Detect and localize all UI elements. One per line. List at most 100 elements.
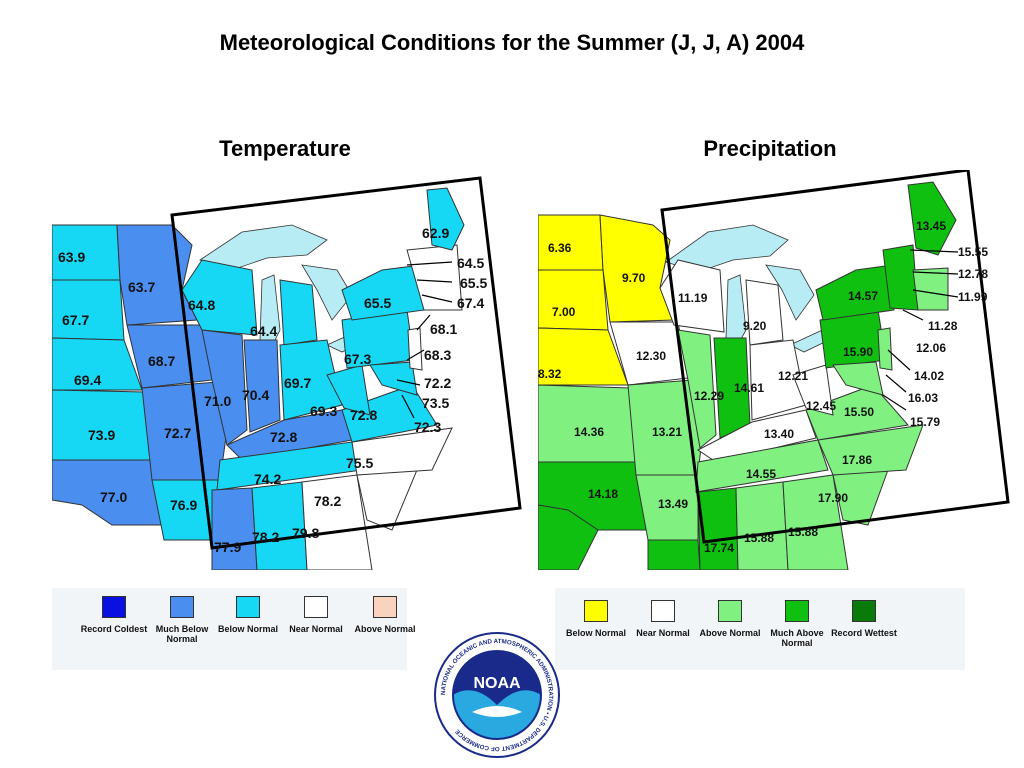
- temperature-values: 63.9 63.7 67.7 64.8 64.4 62.9 64.5 65.5 …: [58, 225, 487, 555]
- state-louisiana: [647, 539, 701, 570]
- temp-value: 72.8: [350, 407, 377, 423]
- legend-label: Near Normal: [636, 628, 690, 638]
- precip-value: 12.78: [958, 267, 988, 281]
- precip-value: 14.02: [914, 369, 944, 383]
- temp-value: 73.9: [88, 427, 115, 443]
- temp-value: 67.4: [457, 295, 484, 311]
- precip-value: 13.21: [652, 425, 682, 439]
- state-kansas: [538, 384, 637, 463]
- temp-value: 68.7: [148, 353, 175, 369]
- precip-value: 12.45: [806, 399, 836, 413]
- precip-value: 14.61: [734, 381, 764, 395]
- noaa-logo-text: NOAA: [473, 675, 521, 692]
- legend-label: Record Coldest: [80, 624, 148, 634]
- precip-value: 15.90: [843, 345, 873, 359]
- legend-swatch: [852, 600, 876, 622]
- temp-value: 79.8: [292, 525, 319, 541]
- temp-value: 71.0: [204, 393, 231, 409]
- state-kansas: [52, 389, 151, 461]
- focus-region-box: [170, 176, 522, 550]
- legend-item: Record Wettest: [829, 600, 899, 638]
- state-michigan: [279, 279, 318, 346]
- state-virginia: [805, 384, 909, 441]
- state-new-jersey: [877, 327, 893, 371]
- temp-value: 74.2: [254, 471, 281, 487]
- precip-value: 14.18: [588, 487, 618, 501]
- precip-value: 15.55: [958, 245, 988, 259]
- legend-item: Below Normal: [213, 596, 283, 634]
- legend-swatch: [170, 596, 194, 618]
- temp-value: 70.4: [242, 387, 269, 403]
- legend-label: Near Normal: [289, 624, 343, 634]
- temp-value: 69.4: [74, 372, 101, 388]
- temp-value: 69.7: [284, 375, 311, 391]
- precipitation-values: 6.36 9.70 7.00 11.19 9.20 13.45 15.55 12…: [538, 219, 988, 555]
- temp-value: 63.7: [128, 279, 155, 295]
- temp-value: 77.0: [100, 489, 127, 505]
- state-illinois: [201, 329, 248, 446]
- state-wisconsin: [181, 259, 258, 336]
- precip-value: 12.21: [778, 369, 808, 383]
- state-south-dakota: [538, 269, 609, 331]
- temp-value: 68.1: [430, 321, 457, 337]
- precip-value: 7.00: [552, 305, 576, 319]
- precip-value: 17.86: [842, 453, 872, 467]
- state-maine: [907, 181, 957, 256]
- precip-value: 17.74: [704, 541, 734, 555]
- precip-value: 15.88: [744, 531, 774, 545]
- focus-region-box: [660, 170, 1010, 544]
- precipitation-map-title: Precipitation: [703, 136, 837, 161]
- legend-item: Record Coldest: [79, 596, 149, 634]
- precip-value: 6.36: [548, 241, 572, 255]
- precip-value: 8.32: [538, 367, 562, 381]
- legend-label: Record Wettest: [831, 628, 897, 638]
- temp-value: 69.3: [310, 403, 337, 419]
- temp-value: 67.7: [62, 312, 89, 328]
- lake-huron: [301, 264, 353, 321]
- legend-label: Much Below Normal: [155, 624, 209, 644]
- state-massachusetts: [912, 267, 949, 311]
- precipitation-map: 6.36 9.70 7.00 11.19 9.20 13.45 15.55 12…: [538, 170, 1018, 570]
- temp-value: 63.9: [58, 249, 85, 265]
- temp-value: 62.9: [422, 225, 449, 241]
- precip-value: 12.29: [694, 389, 724, 403]
- state-mississippi: [211, 487, 258, 570]
- leader-lines: [396, 261, 453, 419]
- legend-swatch: [584, 600, 608, 622]
- precip-value: 13.40: [764, 427, 794, 441]
- precip-value: 15.79: [910, 415, 940, 429]
- temp-value: 78.2: [314, 493, 341, 509]
- legend-swatch: [785, 600, 809, 622]
- leader-lines: [882, 249, 959, 411]
- temperature-legend: Record Coldest Much Below Normal Below N…: [52, 588, 416, 670]
- temp-value: 75.5: [346, 455, 373, 471]
- precipitation-legend: Below Normal Near Normal Above Normal Mu…: [555, 588, 965, 670]
- state-michigan: [745, 279, 784, 346]
- state-west-virginia: [792, 364, 834, 416]
- temperature-map: 63.9 63.7 67.7 64.8 64.4 62.9 64.5 65.5 …: [52, 170, 530, 570]
- state-alabama: [735, 481, 789, 570]
- temperature-map-title: Temperature: [219, 136, 351, 161]
- legend-item: Much Above Normal: [762, 600, 832, 648]
- legend-swatch: [102, 596, 126, 618]
- temp-value: 77.9: [214, 539, 241, 555]
- precip-value: 12.06: [916, 341, 946, 355]
- precip-value: 11.28: [928, 319, 958, 333]
- legend-label: Above Normal: [354, 624, 416, 634]
- precip-value: 13.49: [658, 497, 688, 511]
- precip-value: 11.19: [678, 291, 708, 305]
- temp-value: 68.3: [424, 347, 451, 363]
- state-west-virginia: [326, 364, 371, 416]
- state-georgia: [782, 474, 849, 570]
- temp-value: 65.5: [460, 275, 487, 291]
- legend-item: Near Normal: [628, 600, 698, 638]
- state-mississippi: [697, 487, 739, 570]
- temp-value: 73.5: [422, 395, 449, 411]
- precip-value: 16.03: [908, 391, 938, 405]
- legend-swatch: [236, 596, 260, 618]
- temp-value: 78.2: [252, 529, 279, 545]
- state-virginia: [341, 384, 438, 443]
- legend-label: Much Above Normal: [770, 628, 824, 648]
- noaa-logo: NOAA NATIONAL OCEANIC AND ATMOSPHERIC AD…: [434, 632, 560, 758]
- state-indiana: [243, 339, 281, 433]
